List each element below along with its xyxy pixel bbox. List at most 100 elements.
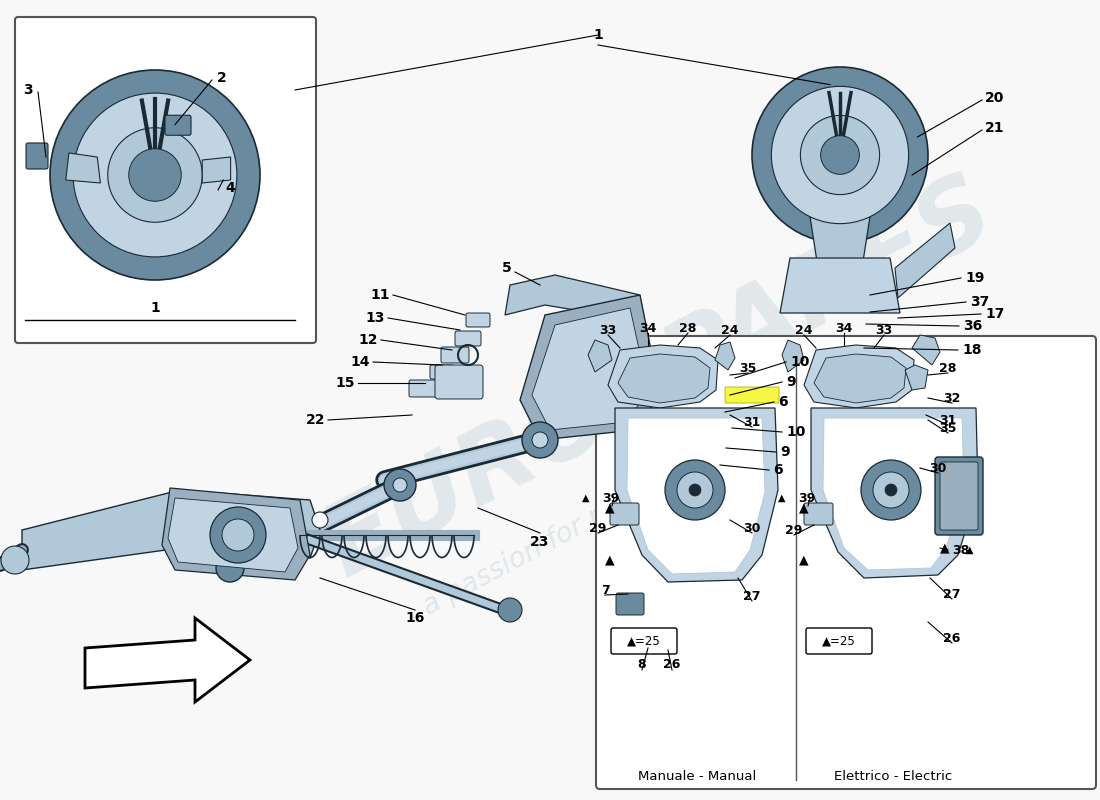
FancyBboxPatch shape — [610, 503, 639, 525]
Text: 20: 20 — [984, 91, 1004, 105]
Polygon shape — [202, 157, 231, 183]
Circle shape — [498, 598, 522, 622]
Text: 3: 3 — [23, 83, 33, 97]
Text: 6: 6 — [778, 395, 788, 409]
Circle shape — [689, 484, 701, 496]
Circle shape — [801, 115, 880, 194]
Circle shape — [532, 432, 548, 448]
Polygon shape — [162, 488, 310, 580]
Circle shape — [886, 484, 896, 496]
FancyBboxPatch shape — [434, 365, 483, 399]
Text: 1: 1 — [150, 301, 160, 315]
FancyBboxPatch shape — [806, 628, 872, 654]
Text: 8: 8 — [638, 658, 647, 671]
Text: 15: 15 — [336, 376, 355, 390]
Circle shape — [873, 472, 909, 508]
Text: EUROSPARES: EUROSPARES — [309, 163, 1011, 597]
Text: 38: 38 — [952, 543, 969, 557]
Text: ▲=25: ▲=25 — [627, 634, 661, 647]
FancyBboxPatch shape — [409, 380, 441, 397]
Polygon shape — [895, 223, 955, 298]
Text: 30: 30 — [930, 462, 947, 474]
Text: 34: 34 — [639, 322, 657, 334]
Text: Elettrico - Electric: Elettrico - Electric — [834, 770, 953, 782]
Text: 33: 33 — [876, 323, 892, 337]
Text: ▲: ▲ — [582, 493, 590, 503]
Text: 9: 9 — [786, 375, 795, 389]
Polygon shape — [804, 345, 914, 408]
Circle shape — [752, 67, 928, 243]
Text: ▲: ▲ — [605, 502, 615, 514]
Circle shape — [312, 512, 328, 528]
Text: 33: 33 — [600, 323, 617, 337]
Text: 9: 9 — [780, 445, 790, 459]
FancyBboxPatch shape — [455, 331, 481, 346]
Circle shape — [861, 460, 921, 520]
Circle shape — [129, 149, 182, 202]
Text: 21: 21 — [984, 121, 1004, 135]
FancyBboxPatch shape — [940, 462, 978, 530]
Polygon shape — [520, 295, 660, 440]
Text: 26: 26 — [663, 658, 681, 671]
FancyBboxPatch shape — [935, 457, 983, 535]
Polygon shape — [814, 354, 906, 403]
Polygon shape — [85, 618, 250, 702]
Text: 39: 39 — [602, 491, 619, 505]
Polygon shape — [588, 340, 612, 372]
Text: 23: 23 — [530, 535, 550, 549]
Circle shape — [216, 554, 244, 582]
Circle shape — [73, 93, 236, 257]
Text: 30: 30 — [744, 522, 761, 534]
Circle shape — [393, 478, 407, 492]
Text: 35: 35 — [739, 362, 757, 374]
Text: 10: 10 — [786, 425, 805, 439]
Text: 29: 29 — [785, 523, 803, 537]
Text: 29: 29 — [590, 522, 607, 534]
FancyBboxPatch shape — [725, 387, 779, 403]
Polygon shape — [532, 308, 648, 430]
Text: 14: 14 — [351, 355, 370, 369]
Text: ▲: ▲ — [940, 542, 949, 554]
Text: ▲=25: ▲=25 — [822, 634, 856, 647]
FancyBboxPatch shape — [165, 115, 191, 135]
Polygon shape — [810, 217, 870, 268]
Text: 11: 11 — [371, 288, 390, 302]
Text: 17: 17 — [984, 307, 1004, 321]
FancyBboxPatch shape — [610, 628, 676, 654]
Polygon shape — [505, 275, 640, 320]
Text: 26: 26 — [944, 631, 960, 645]
Text: 36: 36 — [962, 319, 982, 333]
Polygon shape — [780, 258, 900, 313]
Text: 13: 13 — [365, 311, 385, 325]
Polygon shape — [912, 335, 940, 365]
Circle shape — [108, 128, 202, 222]
Text: 39: 39 — [798, 491, 815, 505]
Circle shape — [821, 136, 859, 174]
Polygon shape — [615, 408, 778, 582]
FancyBboxPatch shape — [441, 347, 469, 363]
Polygon shape — [608, 345, 718, 408]
FancyBboxPatch shape — [596, 336, 1096, 789]
Text: 22: 22 — [306, 413, 324, 427]
Text: 10: 10 — [790, 355, 810, 369]
Text: ▲: ▲ — [800, 554, 808, 566]
Circle shape — [50, 70, 260, 280]
Text: 31: 31 — [744, 415, 761, 429]
Circle shape — [676, 472, 713, 508]
Text: 24: 24 — [722, 323, 739, 337]
Text: 2: 2 — [217, 71, 227, 85]
Text: 19: 19 — [965, 271, 985, 285]
FancyBboxPatch shape — [616, 593, 644, 615]
Text: 1: 1 — [593, 28, 603, 42]
Polygon shape — [715, 342, 735, 370]
Circle shape — [666, 460, 725, 520]
Text: 7: 7 — [601, 583, 609, 597]
Text: 35: 35 — [939, 422, 957, 434]
Circle shape — [1, 546, 29, 574]
Text: 37: 37 — [970, 295, 989, 309]
Text: 5: 5 — [502, 261, 512, 275]
Polygon shape — [22, 490, 320, 570]
Polygon shape — [811, 408, 978, 578]
Polygon shape — [823, 418, 964, 570]
Circle shape — [210, 507, 266, 563]
